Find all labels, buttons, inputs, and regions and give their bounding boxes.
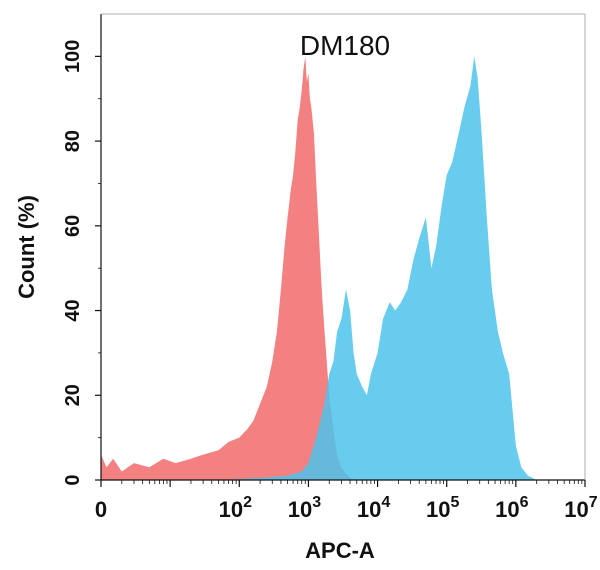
y-tick-label: 40: [62, 299, 84, 321]
x-tick-label: 104: [357, 494, 390, 522]
axes: [100, 13, 586, 481]
y-tick-label: 60: [62, 215, 84, 237]
y-tick-label: 0: [62, 474, 84, 485]
series-layer: [101, 56, 537, 481]
y-axis-title: Count (%): [14, 195, 39, 299]
x-tick-label: 102: [219, 494, 252, 522]
y-tick-label: 80: [62, 130, 84, 152]
x-tick-label: 107: [564, 494, 597, 522]
x-tick-label: 0: [95, 497, 107, 522]
x-tick-label: 103: [288, 494, 321, 522]
y-tick-label: 100: [62, 40, 84, 73]
x-ticks: 0 102 103 104 105 106 107: [95, 480, 598, 522]
x-tick-label: 105: [426, 494, 459, 522]
series-area-1: [101, 56, 357, 481]
y-tick-label: 20: [62, 384, 84, 406]
chart-title: DM180: [300, 30, 390, 61]
series-area-2: [163, 56, 537, 481]
x-axis-title: APC-A: [305, 538, 375, 563]
x-tick-label: 106: [495, 494, 528, 522]
y-ticks: 0 20 40 60 80 100: [62, 40, 101, 486]
